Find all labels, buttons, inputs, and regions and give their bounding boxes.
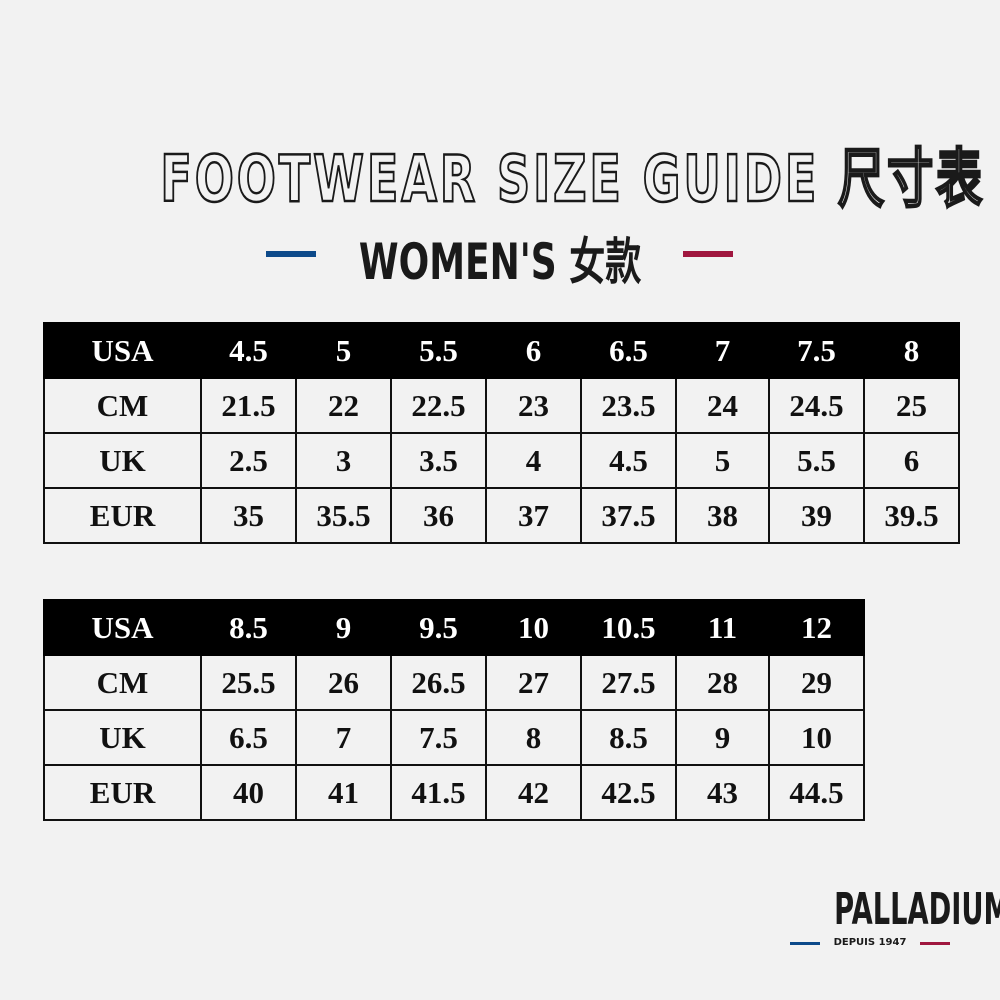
logo-blue-line (790, 942, 820, 945)
size-cell: 7 (295, 709, 392, 766)
size-cell: 39.5 (863, 487, 960, 544)
size-cell: 24.5 (768, 377, 865, 434)
size-cell: 9 (675, 709, 770, 766)
size-cell: 6 (485, 322, 582, 379)
size-cell: 43 (675, 764, 770, 821)
size-cell: 7 (675, 322, 770, 379)
size-cell: 35.5 (295, 487, 392, 544)
size-cell: 11 (675, 599, 770, 656)
size-cell: 6 (863, 432, 960, 489)
size-cell: 37.5 (580, 487, 677, 544)
size-cell: 42.5 (580, 764, 677, 821)
row-label: UK (43, 432, 202, 489)
size-cell: 8 (863, 322, 960, 379)
size-cell: 44.5 (768, 764, 865, 821)
size-table-1: USA 4.5 5 5.5 6 6.5 7 7.5 8 CM 21.5 22 22.5 23 23.5 24 2… (43, 322, 960, 544)
size-cell: 8.5 (580, 709, 677, 766)
size-cell: 7.5 (390, 709, 487, 766)
size-cell: 10.5 (580, 599, 677, 656)
row-label: EUR (43, 487, 202, 544)
size-row-eur: EUR 35 35.5 36 37 37.5 38 39 39.5 (43, 487, 960, 544)
size-row-eur: EUR 40 41 41.5 42 42.5 43 44.5 (43, 764, 865, 821)
size-cell: 21.5 (200, 377, 297, 434)
size-cell: 8 (485, 709, 582, 766)
blue-dash (266, 251, 316, 257)
size-cell: 37 (485, 487, 582, 544)
size-cell: 22 (295, 377, 392, 434)
size-cell: 7.5 (768, 322, 865, 379)
size-cell: 23 (485, 377, 582, 434)
size-cell: 3 (295, 432, 392, 489)
size-cell: 28 (675, 654, 770, 711)
size-cell: 27 (485, 654, 582, 711)
size-row-cm: CM 25.5 26 26.5 27 27.5 28 29 (43, 654, 865, 711)
size-table-2: USA 8.5 9 9.5 10 10.5 11 12 CM 25.5 26 26.5 27 27.5 28… (43, 599, 865, 821)
logo-tagline: DEPUIS 1947 (833, 937, 907, 948)
size-cell: 8.5 (200, 599, 297, 656)
size-cell: 26 (295, 654, 392, 711)
size-cell: 39 (768, 487, 865, 544)
size-cell: 9.5 (390, 599, 487, 656)
size-cell: 41 (295, 764, 392, 821)
size-cell: 38 (675, 487, 770, 544)
size-cell: 5.5 (768, 432, 865, 489)
size-cell: 42 (485, 764, 582, 821)
size-cell: 22.5 (390, 377, 487, 434)
size-cell: 27.5 (580, 654, 677, 711)
title-text: FOOTWEAR SIZE GUIDE 尺寸表 (159, 142, 985, 219)
size-row-usa: USA 4.5 5 5.5 6 6.5 7 7.5 8 (43, 322, 960, 379)
size-row-usa: USA 8.5 9 9.5 10 10.5 11 12 (43, 599, 865, 656)
size-cell: 4.5 (580, 432, 677, 489)
size-cell: 5 (295, 322, 392, 379)
row-label: EUR (43, 764, 202, 821)
size-cell: 36 (390, 487, 487, 544)
size-cell: 29 (768, 654, 865, 711)
size-cell: 4 (485, 432, 582, 489)
size-row-uk: UK 2.5 3 3.5 4 4.5 5 5.5 6 (43, 432, 960, 489)
subtitle: WOMEN'S 女款 (0, 222, 1000, 292)
row-label: USA (43, 322, 202, 379)
size-row-cm: CM 21.5 22 22.5 23 23.5 24 24.5 25 (43, 377, 960, 434)
size-cell: 23.5 (580, 377, 677, 434)
size-cell: 10 (768, 709, 865, 766)
size-cell: 26.5 (390, 654, 487, 711)
palladium-logo: PALLADIUM DEPUIS 1947 (780, 886, 1000, 950)
size-cell: 35 (200, 487, 297, 544)
size-cell: 12 (768, 599, 865, 656)
size-cell: 9 (295, 599, 392, 656)
row-label: CM (43, 377, 202, 434)
page-title: FOOTWEAR SIZE GUIDE 尺寸表 (0, 128, 1000, 220)
row-label: USA (43, 599, 202, 656)
subtitle-text: WOMEN'S 女款 (358, 233, 642, 291)
size-cell: 5.5 (390, 322, 487, 379)
logo-red-line (920, 942, 950, 945)
red-dash (683, 251, 733, 257)
size-cell: 10 (485, 599, 582, 656)
logo-name: PALLADIUM (834, 884, 1000, 935)
size-cell: 2.5 (200, 432, 297, 489)
row-label: CM (43, 654, 202, 711)
size-cell: 6.5 (580, 322, 677, 379)
size-row-uk: UK 6.5 7 7.5 8 8.5 9 10 (43, 709, 865, 766)
size-cell: 3.5 (390, 432, 487, 489)
size-cell: 5 (675, 432, 770, 489)
size-cell: 41.5 (390, 764, 487, 821)
row-label: UK (43, 709, 202, 766)
size-cell: 6.5 (200, 709, 297, 766)
size-cell: 24 (675, 377, 770, 434)
size-cell: 40 (200, 764, 297, 821)
size-cell: 25 (863, 377, 960, 434)
size-cell: 25.5 (200, 654, 297, 711)
size-cell: 4.5 (200, 322, 297, 379)
